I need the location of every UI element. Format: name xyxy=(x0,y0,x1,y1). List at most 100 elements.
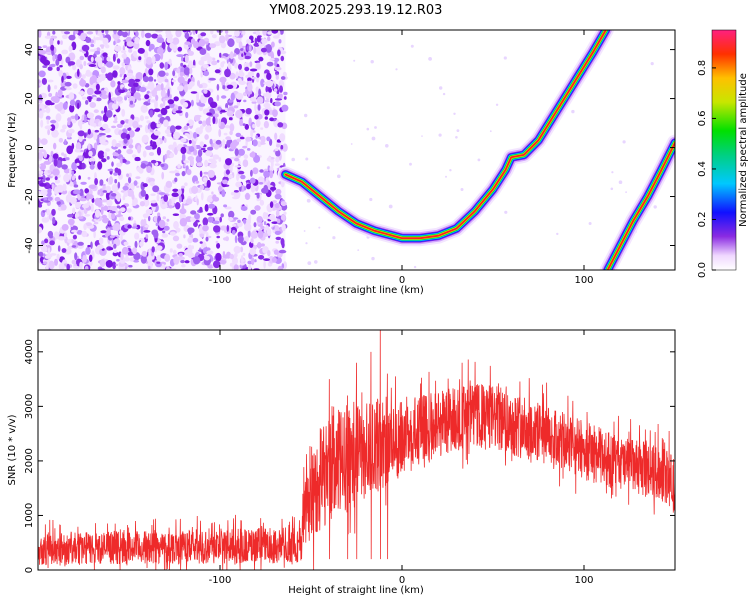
noise-blob xyxy=(260,78,265,88)
noise-blob xyxy=(117,30,124,36)
noise-blob xyxy=(121,108,126,117)
noise-blob xyxy=(255,30,261,37)
noise-blob xyxy=(234,62,239,69)
noise-blob xyxy=(215,240,219,244)
figure-title: YM08.2025.293.19.12.R03 xyxy=(269,3,443,18)
noise-speck xyxy=(571,109,575,114)
noise-blob xyxy=(151,88,158,97)
noise-blob xyxy=(52,54,56,62)
colorbar-gradient xyxy=(711,29,737,271)
noise-blob xyxy=(56,253,60,261)
y-tick-label: 3000 xyxy=(24,394,35,419)
noise-blob xyxy=(71,229,78,233)
noise-blob xyxy=(95,83,100,91)
noise-blob xyxy=(182,214,187,218)
noise-blob xyxy=(75,142,82,151)
noise-blob xyxy=(50,150,54,157)
noise-blob xyxy=(56,201,61,205)
noise-blob xyxy=(150,193,156,196)
noise-blob xyxy=(175,125,182,130)
x-tick-label: -100 xyxy=(209,575,232,586)
noise-blob xyxy=(66,263,70,270)
noise-blob xyxy=(160,83,164,91)
noise-blob xyxy=(87,128,92,135)
noise-blob xyxy=(237,160,241,166)
noise-blob xyxy=(245,136,252,142)
noise-blob xyxy=(155,94,159,101)
noise-blob xyxy=(71,162,78,171)
noise-blob xyxy=(180,146,187,154)
noise-blob xyxy=(60,204,67,211)
colorbar-tick-label: 0.0 xyxy=(697,262,708,278)
noise-blob xyxy=(279,30,284,35)
noise-blob xyxy=(280,238,285,246)
noise-blob xyxy=(79,79,87,87)
noise-blob xyxy=(93,48,98,52)
noise-blob xyxy=(271,221,279,224)
noise-blob xyxy=(229,253,234,260)
noise-blob xyxy=(128,172,132,178)
noise-blob xyxy=(113,243,117,249)
noise-blob xyxy=(228,210,235,219)
noise-blob xyxy=(158,192,166,195)
noise-blob xyxy=(61,34,68,39)
noise-blob xyxy=(96,244,104,250)
noise-blob xyxy=(93,221,99,225)
noise-blob xyxy=(139,241,144,247)
noise-blob xyxy=(245,192,250,200)
noise-blob xyxy=(97,161,103,170)
noise-blob xyxy=(147,265,151,270)
noise-blob xyxy=(197,149,203,157)
noise-blob xyxy=(148,152,155,156)
noise-blob xyxy=(200,147,206,151)
noise-blob xyxy=(252,139,258,147)
noise-blob xyxy=(83,61,87,66)
colorbar-tick-label: 0.8 xyxy=(697,60,708,76)
noise-blob xyxy=(246,183,251,190)
noise-blob xyxy=(184,41,191,45)
noise-blob xyxy=(61,248,67,253)
noise-blob xyxy=(98,136,106,145)
noise-blob xyxy=(173,131,181,140)
noise-blob xyxy=(181,56,184,62)
noise-blob xyxy=(123,30,126,33)
noise-blob xyxy=(258,88,261,97)
noise-blob xyxy=(223,204,228,208)
noise-blob xyxy=(247,260,253,265)
noise-blob xyxy=(128,78,136,84)
noise-blob xyxy=(263,120,269,129)
noise-blob xyxy=(105,260,113,268)
noise-blob xyxy=(243,55,251,60)
noise-blob xyxy=(43,160,52,165)
noise-blob xyxy=(266,136,271,142)
noise-blob xyxy=(182,101,189,108)
noise-blob xyxy=(169,170,177,174)
noise-blob xyxy=(85,71,93,77)
noise-blob xyxy=(72,207,76,215)
noise-blob xyxy=(214,69,221,74)
noise-blob xyxy=(240,246,244,253)
noise-blob xyxy=(224,206,232,210)
noise-blob xyxy=(130,86,137,94)
noise-blob xyxy=(127,245,131,248)
noise-blob xyxy=(213,260,221,269)
noise-blob xyxy=(225,136,232,141)
noise-blob xyxy=(59,65,63,68)
noise-blob xyxy=(198,103,206,107)
noise-blob xyxy=(189,81,195,87)
noise-blob xyxy=(156,146,162,156)
noise-blob xyxy=(99,247,107,256)
noise-blob xyxy=(247,80,253,84)
noise-speck xyxy=(326,166,330,170)
noise-blob xyxy=(151,229,158,236)
noise-blob xyxy=(63,153,67,159)
noise-blob xyxy=(196,92,200,101)
noise-blob xyxy=(144,116,149,120)
snr-trace xyxy=(38,330,675,570)
noise-blob xyxy=(144,94,150,100)
noise-blob xyxy=(122,195,126,201)
noise-blob xyxy=(161,204,168,208)
spectrogram-plot-area xyxy=(38,30,675,270)
spectrogram-panel: -100 0 100 -40 -20 0 20 40 Height of straight l… xyxy=(7,29,676,296)
